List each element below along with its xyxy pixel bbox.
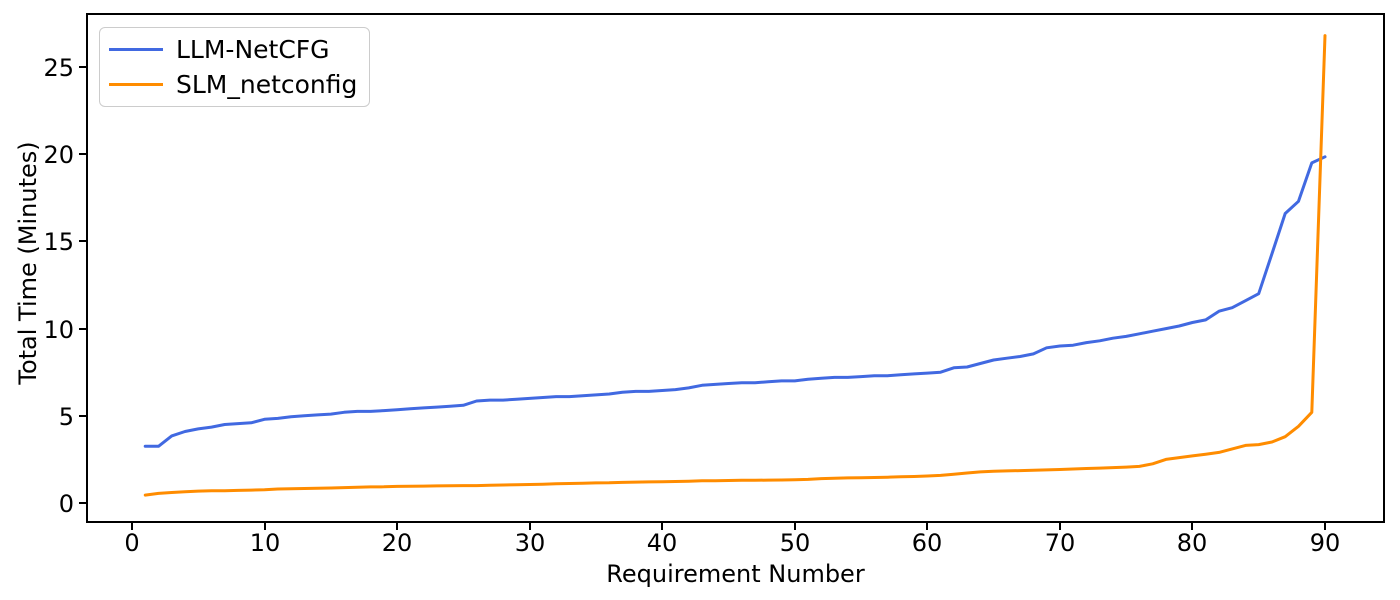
legend-label: SLM_netconfig	[176, 70, 358, 99]
y-tick-label: 25	[43, 54, 74, 82]
y-tick-label: 20	[43, 141, 74, 169]
y-tick-label: 0	[59, 490, 74, 518]
legend-label: LLM-NetCFG	[176, 35, 330, 64]
legend-line-swatch-blue	[109, 48, 163, 51]
x-tick-label: 80	[1177, 529, 1208, 557]
x-tick-label: 0	[124, 529, 139, 557]
y-tick-label: 5	[59, 403, 74, 431]
x-axis-label: Requirement Number	[606, 560, 865, 588]
x-tick-label: 40	[647, 529, 678, 557]
x-tick-label: 20	[382, 529, 413, 557]
y-axis-label: Total Time (Minutes)	[14, 141, 42, 385]
legend: LLM-NetCFG SLM_netconfig	[99, 27, 370, 107]
series-line-slm-netconfig	[143, 34, 1327, 497]
x-tick-label: 30	[515, 529, 546, 557]
legend-line-swatch-orange	[109, 83, 163, 86]
y-tick-label: 15	[43, 228, 74, 256]
y-tick-label: 10	[43, 316, 74, 344]
x-tick-label: 60	[912, 529, 943, 557]
x-tick-label: 50	[780, 529, 811, 557]
legend-item-llm-netcfg: LLM-NetCFG	[100, 32, 369, 67]
x-tick-label: 70	[1045, 529, 1076, 557]
x-tick-label: 90	[1310, 529, 1341, 557]
legend-item-slm-netconfig: SLM_netconfig	[100, 67, 369, 102]
x-tick-label: 10	[250, 529, 281, 557]
axes-frame	[86, 13, 1385, 523]
series-line-llm-netcfg	[143, 155, 1327, 448]
